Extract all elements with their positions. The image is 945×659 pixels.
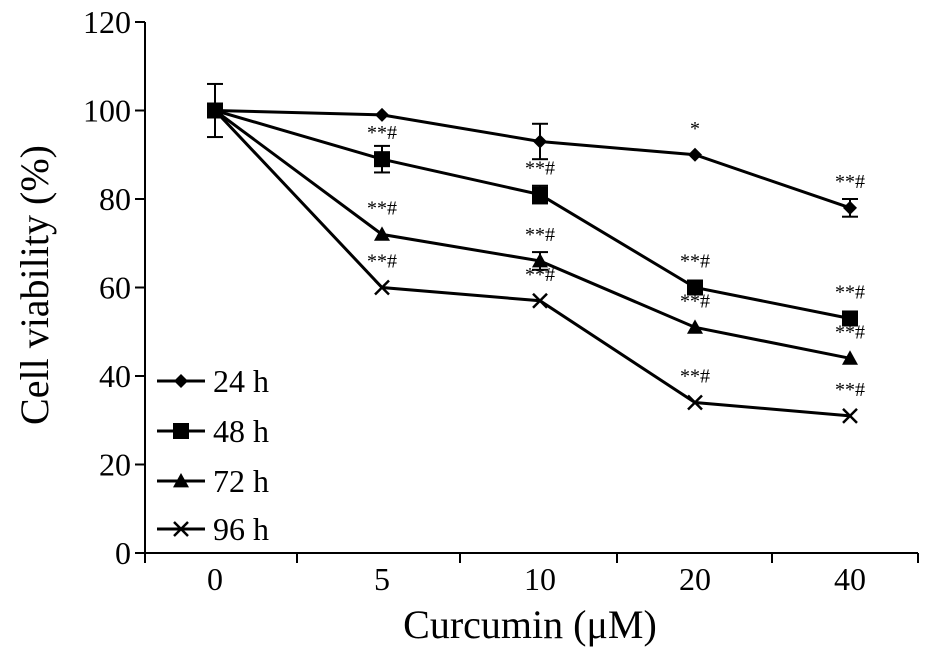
- annotation-layer: * **# **# **# **# **# **# **# **# **# **# **# **# **#: [367, 118, 865, 401]
- y-tick-label: 0: [115, 535, 131, 571]
- x-tick-label: 20: [679, 561, 711, 597]
- marker-diamond: [688, 147, 702, 162]
- significance-label: **#: [680, 290, 710, 312]
- marker-diamond: [843, 200, 857, 215]
- series-layer: [207, 82, 858, 424]
- x-tick-label: 40: [834, 561, 866, 597]
- marker-triangle: [374, 226, 390, 241]
- significance-label: **#: [367, 197, 397, 219]
- legend-item: 96 h: [157, 511, 269, 547]
- significance-label: **#: [835, 281, 865, 303]
- axes: 0 20 40 60 80 100 120 0 5 10 20 40: [83, 4, 919, 597]
- marker-diamond: [533, 134, 547, 149]
- legend-item: 72 h: [157, 463, 269, 499]
- marker-diamond: [174, 374, 188, 388]
- marker-x-stroke: [532, 292, 548, 309]
- y-tick-label: 100: [83, 93, 131, 129]
- significance-label: *: [690, 118, 700, 140]
- marker-triangle: [842, 350, 858, 365]
- marker-square: [842, 310, 858, 327]
- significance-label: **#: [835, 171, 865, 193]
- x-tick-label: 0: [207, 561, 223, 597]
- legend-item: 48 h: [157, 413, 269, 449]
- marker-triangle: [687, 319, 703, 334]
- significance-label: **#: [835, 321, 865, 343]
- legend: 24 h 48 h 72 h 96 h: [157, 363, 269, 547]
- marker-diamond: [375, 107, 389, 122]
- significance-label: **#: [680, 251, 710, 273]
- significance-label: **#: [367, 251, 397, 273]
- marker-x-stroke: [687, 394, 703, 411]
- significance-label: **#: [680, 366, 710, 388]
- marker-triangle: [173, 473, 189, 488]
- marker-x-stroke: [374, 279, 390, 296]
- marker-square: [532, 186, 548, 203]
- legend-item: 24 h: [157, 363, 269, 399]
- marker-square: [173, 423, 189, 439]
- y-tick-label: 60: [99, 270, 131, 306]
- significance-label: **#: [525, 264, 555, 286]
- legend-label: 96 h: [213, 511, 269, 547]
- marker-x-stroke: [173, 521, 189, 537]
- x-axis-label: Curcumin (μM): [403, 602, 657, 647]
- marker-square: [687, 279, 703, 296]
- legend-label: 48 h: [213, 413, 269, 449]
- y-axis-label: Cell viability (%): [12, 145, 57, 425]
- series-48h: [207, 102, 858, 327]
- marker-square: [374, 151, 390, 168]
- x-tick-label: 5: [374, 561, 390, 597]
- legend-label: 24 h: [213, 363, 269, 399]
- significance-label: **#: [525, 158, 555, 180]
- x-tick-label: 10: [524, 561, 556, 597]
- marker-x-stroke: [842, 407, 858, 424]
- y-tick-label: 20: [99, 447, 131, 483]
- marker-x-stroke: [207, 102, 223, 119]
- significance-label: **#: [525, 224, 555, 246]
- significance-label: **#: [367, 122, 397, 144]
- marker-triangle: [532, 252, 548, 268]
- y-tick-label: 40: [99, 358, 131, 394]
- series-96h: [207, 102, 858, 424]
- y-tick-label: 120: [83, 4, 131, 40]
- significance-label: **#: [835, 379, 865, 401]
- legend-label: 72 h: [213, 463, 269, 499]
- y-tick-label: 80: [99, 181, 131, 217]
